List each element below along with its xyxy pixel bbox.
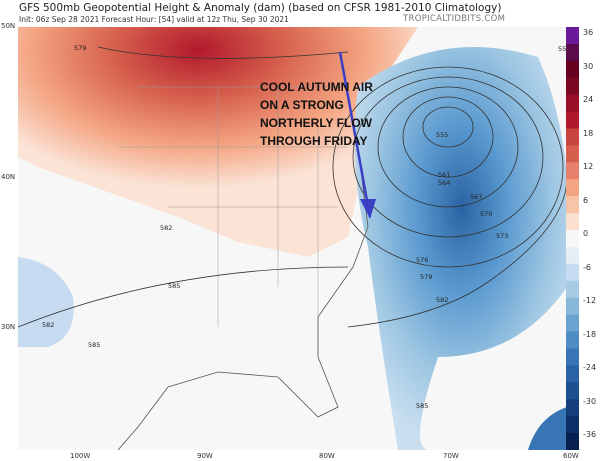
colorbar-bin xyxy=(566,365,579,383)
lon-label: 100W xyxy=(70,452,91,460)
cold-anomaly-region xyxy=(354,47,567,450)
lat-label: 30N xyxy=(1,323,16,331)
svg-text:576: 576 xyxy=(416,256,428,264)
svg-text:582: 582 xyxy=(42,321,54,329)
colorbar-bin xyxy=(566,179,579,197)
colorbar-bin xyxy=(566,213,579,231)
svg-text:579: 579 xyxy=(74,44,86,52)
colorbar-tick: 30 xyxy=(583,61,594,71)
colorbar-tick: 0 xyxy=(583,229,589,238)
colorbar-bin xyxy=(566,94,579,113)
contour-labels: 558 555 561 564 567 570 573 576 579 582 … xyxy=(42,44,567,410)
state-borders xyxy=(118,86,348,357)
annotation-line: THROUGH FRIDAY xyxy=(260,134,368,148)
colorbar-bin xyxy=(566,433,579,450)
colorbar-bin xyxy=(566,314,579,333)
colorbar-tick: 12 xyxy=(583,162,594,171)
svg-text:567: 567 xyxy=(470,193,482,201)
cold-anomaly-west xyxy=(18,257,74,347)
svg-text:555: 555 xyxy=(436,131,448,139)
annotation-line: COOL AUTUMN AIR xyxy=(260,80,373,94)
cold-anomaly-southeast xyxy=(528,407,567,450)
coastline xyxy=(117,146,369,450)
colorbar-bin xyxy=(566,27,579,45)
colorbar-bin xyxy=(566,331,579,349)
svg-text:585: 585 xyxy=(416,402,428,410)
colorbar xyxy=(566,27,579,450)
svg-text:585: 585 xyxy=(88,341,100,349)
colorbar-bin xyxy=(566,60,579,79)
lon-label: 80W xyxy=(319,452,335,460)
colorbar-tick: -18 xyxy=(583,329,597,339)
colorbar-bin xyxy=(566,111,579,130)
annotation-line: NORTHERLY FLOW xyxy=(260,116,373,130)
anomaly-map: COOL AUTUMN AIR ON A STRONG NORTHERLY FL… xyxy=(18,27,567,450)
lon-label: 60W xyxy=(563,452,579,460)
colorbar-tick: 6 xyxy=(583,195,589,205)
annotation-line: ON A STRONG xyxy=(260,98,344,112)
colorbar-bin xyxy=(566,230,579,248)
svg-text:558: 558 xyxy=(558,45,567,53)
svg-text:573: 573 xyxy=(496,232,508,240)
lat-label: 50N xyxy=(1,22,16,30)
colorbar-bin xyxy=(566,416,579,434)
svg-text:564: 564 xyxy=(438,179,450,187)
colorbar-bin xyxy=(566,196,579,214)
colorbar-bin xyxy=(566,162,579,180)
colorbar-tick: -12 xyxy=(583,296,597,305)
colorbar-bin xyxy=(566,77,579,96)
colorbar-tick: -30 xyxy=(583,396,597,406)
colorbar-bin xyxy=(566,263,579,282)
colorbar-bin xyxy=(566,348,579,366)
colorbar-tick: -36 xyxy=(583,430,597,439)
colorbar-bin xyxy=(566,297,579,316)
svg-text:582: 582 xyxy=(160,224,172,232)
svg-text:585: 585 xyxy=(168,282,180,290)
annotation-text: COOL AUTUMN AIR ON A STRONG NORTHERLY FL… xyxy=(260,80,373,148)
svg-text:570: 570 xyxy=(480,210,492,218)
map-subtitle: Init: 06z Sep 28 2021 Forecast Hour: [54… xyxy=(19,15,289,24)
lat-label: 40N xyxy=(1,173,16,181)
lon-label: 70W xyxy=(443,452,459,460)
brand-watermark: TROPICALTIDBITS.COM xyxy=(403,14,506,24)
colorbar-bin xyxy=(566,399,579,417)
colorbar-tick: -24 xyxy=(583,363,597,372)
colorbar-tick: 36 xyxy=(583,28,594,37)
colorbar-tick: -6 xyxy=(583,262,591,272)
colorbar-bin xyxy=(566,43,579,62)
lon-label: 90W xyxy=(197,452,213,460)
arrow-head-icon xyxy=(360,199,376,219)
svg-text:561: 561 xyxy=(438,171,450,179)
svg-text:579: 579 xyxy=(420,273,432,281)
map-title: GFS 500mb Geopotential Height & Anomaly … xyxy=(19,2,502,14)
svg-text:582: 582 xyxy=(436,296,448,304)
colorbar-bin xyxy=(566,382,579,400)
height-contours xyxy=(18,46,567,328)
colorbar-tick: 18 xyxy=(583,128,594,138)
annotation-arrow xyxy=(338,51,372,218)
colorbar-bin xyxy=(566,246,579,265)
colorbar-bin xyxy=(566,280,579,299)
colorbar-tick: 24 xyxy=(583,95,594,104)
colorbar-bin xyxy=(566,145,579,163)
colorbar-bin xyxy=(566,128,579,146)
